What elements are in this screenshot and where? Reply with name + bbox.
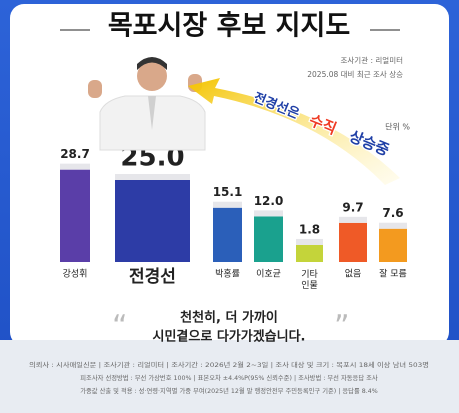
note: 조사기관 : 리얼미터 [341,55,404,65]
unit: 단위 % [385,122,410,132]
footer-text: 가중값 산출 및 적용 : 성·연령·지역별 가중 부여(2025년 12월 말… [80,386,378,395]
bar-cap [115,174,190,180]
value-label: 7.6 [382,206,403,220]
quote: 천천히, 더 가까이 [180,310,278,326]
category-label: 강성휘 [63,269,88,280]
chart-title: 목포시장 후보 지지도 [108,11,350,42]
quote-mark: ” [334,310,350,345]
category-label: 이호균 [256,269,281,280]
bar-cap [213,201,242,208]
bar-cap [339,216,367,223]
quote: 시민곁으로 다가가겠습니다. [153,329,306,345]
value-label: 15.1 [213,185,243,199]
footer-text: 의뢰사 : 시사매일신문 | 조사기관 : 리얼미터 | 조사기간 : 2026… [29,360,429,369]
category-label: 전경선 [129,267,176,287]
footer-bg [0,340,459,413]
bar [379,228,407,262]
arrow [188,78,400,185]
category-label: 잘 모름 [379,268,407,280]
category-label: 기타 인물 [301,269,318,291]
value-label: 1.8 [299,222,320,236]
value-label: 28.7 [60,147,90,161]
bar [115,180,190,262]
bar-cap [254,210,283,217]
bar-cap [379,222,407,229]
bar [254,216,283,262]
note: 2025.08 대비 최근 조사 상승 [307,69,403,79]
bar [213,207,242,262]
category-label: 박홍률 [215,268,240,280]
category-label: 없음 [345,269,362,280]
value-label: 12.0 [254,194,284,208]
value-label: 9.7 [342,200,363,214]
title-bg [90,8,370,42]
quote-mark: “ [112,310,128,345]
bar [339,222,367,262]
bar-cap [296,238,323,245]
footer-text: 피조사자 선정방법 : 무선 가상번호 100% | 표본오차 ±4.4%P(9… [80,373,378,382]
bar-cap [60,163,90,170]
bar [296,244,323,262]
bar [60,169,90,262]
